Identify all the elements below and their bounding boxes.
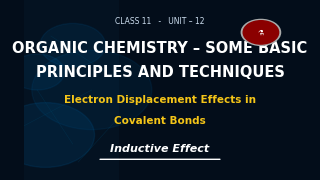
Circle shape <box>10 54 65 90</box>
Text: Covalent Bonds: Covalent Bonds <box>114 116 206 126</box>
Text: PRINCIPLES AND TECHNIQUES: PRINCIPLES AND TECHNIQUES <box>36 64 284 80</box>
Text: Inductive Effect: Inductive Effect <box>110 144 210 154</box>
Text: ORGANIC CHEMISTRY – SOME BASIC: ORGANIC CHEMISTRY – SOME BASIC <box>12 41 308 56</box>
FancyBboxPatch shape <box>24 0 119 180</box>
Circle shape <box>241 19 281 45</box>
Circle shape <box>0 103 94 167</box>
Circle shape <box>40 23 106 67</box>
Text: Electron Displacement Effects in: Electron Displacement Effects in <box>64 95 256 105</box>
Text: CLASS 11   -   UNIT – 12: CLASS 11 - UNIT – 12 <box>115 17 205 26</box>
Circle shape <box>243 21 279 44</box>
Circle shape <box>32 50 152 130</box>
Text: ⚗: ⚗ <box>258 29 264 35</box>
